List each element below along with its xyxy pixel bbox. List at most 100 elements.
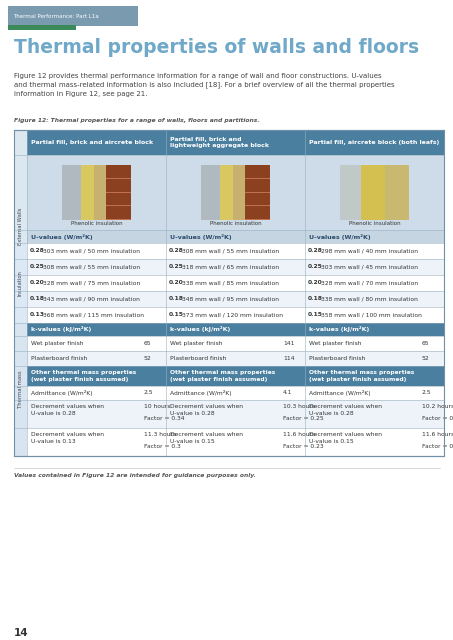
- Text: Plasterboard finish: Plasterboard finish: [170, 356, 226, 361]
- Text: U-values (W/m²K): U-values (W/m²K): [309, 234, 371, 239]
- Bar: [14, 130, 27, 323]
- Text: 0.25: 0.25: [308, 264, 323, 269]
- Text: 4.1: 4.1: [283, 390, 293, 396]
- Text: Admittance (W/m²K): Admittance (W/m²K): [31, 390, 92, 396]
- Bar: [27, 307, 166, 323]
- Bar: [62, 165, 81, 220]
- Text: 0.15: 0.15: [169, 312, 184, 317]
- Text: k-values (kJ/m²K): k-values (kJ/m²K): [31, 326, 91, 333]
- Text: 0.20: 0.20: [169, 280, 184, 285]
- Bar: [305, 259, 444, 275]
- Bar: [305, 400, 444, 428]
- Text: 0.20: 0.20: [308, 280, 323, 285]
- Text: 298 mm wall / 40 mm insulation: 298 mm wall / 40 mm insulation: [321, 248, 418, 253]
- Text: Wet plaster finish: Wet plaster finish: [309, 341, 361, 346]
- Text: 303 mm wall / 45 mm insulation: 303 mm wall / 45 mm insulation: [321, 264, 418, 269]
- Bar: [245, 178, 270, 179]
- Bar: [106, 178, 131, 179]
- Text: Plasterboard finish: Plasterboard finish: [309, 356, 365, 361]
- Text: Factor = 0.25: Factor = 0.25: [283, 416, 324, 421]
- Text: Thermal Performance: Part L1a: Thermal Performance: Part L1a: [13, 13, 99, 19]
- Bar: [27, 259, 166, 275]
- Bar: [94, 165, 106, 220]
- Bar: [14, 243, 27, 323]
- Text: Phenolic insulation: Phenolic insulation: [71, 221, 122, 226]
- Text: 11.3 hours: 11.3 hours: [144, 432, 176, 437]
- Text: Factor = 0.3: Factor = 0.3: [144, 444, 181, 449]
- Text: Admittance (W/m²K): Admittance (W/m²K): [170, 390, 231, 396]
- Text: 368 mm wall / 115 mm insulation: 368 mm wall / 115 mm insulation: [43, 312, 144, 317]
- Text: 338 mm wall / 85 mm insulation: 338 mm wall / 85 mm insulation: [182, 280, 279, 285]
- Text: Insulation: Insulation: [18, 270, 23, 296]
- Bar: [305, 366, 444, 386]
- Text: Phenolic insulation: Phenolic insulation: [349, 221, 400, 226]
- Bar: [220, 165, 233, 220]
- Text: 2.5: 2.5: [144, 390, 154, 396]
- Text: 65: 65: [422, 341, 429, 346]
- Bar: [166, 386, 305, 400]
- Text: Partial fill, brick and aircrete block: Partial fill, brick and aircrete block: [31, 140, 153, 145]
- Bar: [106, 219, 131, 220]
- Text: 10.2 hours: 10.2 hours: [422, 404, 453, 409]
- Bar: [340, 165, 361, 220]
- Text: k-values (kJ/m²K): k-values (kJ/m²K): [309, 326, 369, 333]
- Text: 358 mm wall / 100 mm insulation: 358 mm wall / 100 mm insulation: [321, 312, 422, 317]
- Bar: [106, 191, 131, 193]
- Bar: [361, 165, 385, 220]
- Text: 0.20: 0.20: [30, 280, 45, 285]
- Text: 2.5: 2.5: [422, 390, 432, 396]
- Bar: [305, 428, 444, 456]
- Text: Thermal mass: Thermal mass: [18, 371, 23, 408]
- Bar: [166, 243, 305, 259]
- Text: 0.28: 0.28: [308, 248, 323, 253]
- Text: U-values (W/m²K): U-values (W/m²K): [170, 234, 231, 239]
- Bar: [166, 351, 305, 366]
- Text: Other thermal mass properties
(wet plaster finish assumed): Other thermal mass properties (wet plast…: [309, 371, 414, 381]
- Bar: [245, 165, 270, 220]
- Bar: [305, 386, 444, 400]
- Bar: [305, 275, 444, 291]
- Text: Decrement values when
U-value is 0.15: Decrement values when U-value is 0.15: [309, 432, 382, 444]
- Bar: [27, 275, 166, 291]
- Bar: [305, 130, 444, 155]
- Text: Partial fill, aircrete block (both leafs): Partial fill, aircrete block (both leafs…: [309, 140, 439, 145]
- Text: 10 hours: 10 hours: [144, 404, 170, 409]
- Bar: [245, 205, 270, 206]
- Bar: [27, 291, 166, 307]
- Bar: [14, 323, 27, 456]
- Text: 52: 52: [144, 356, 152, 361]
- Text: Partial fill, brick and
lightweight aggregate block: Partial fill, brick and lightweight aggr…: [170, 137, 269, 148]
- Bar: [305, 243, 444, 259]
- Text: 0.25: 0.25: [30, 264, 45, 269]
- Text: Thermal properties of walls and floors: Thermal properties of walls and floors: [14, 38, 419, 57]
- Text: U-values (W/m²K): U-values (W/m²K): [31, 234, 92, 239]
- Text: Wet plaster finish: Wet plaster finish: [31, 341, 83, 346]
- Text: Decrement values when
U-value is 0.13: Decrement values when U-value is 0.13: [31, 432, 104, 444]
- Text: Values contained in Figure 12 are intended for guidance purposes only.: Values contained in Figure 12 are intend…: [14, 473, 256, 478]
- Bar: [27, 400, 166, 428]
- Text: Decrement values when
U-value is 0.15: Decrement values when U-value is 0.15: [170, 432, 243, 444]
- Text: Figure 12 provides thermal performance information for a range of wall and floor: Figure 12 provides thermal performance i…: [14, 73, 395, 97]
- Bar: [166, 275, 305, 291]
- Text: Other thermal mass properties
(wet plaster finish assumed): Other thermal mass properties (wet plast…: [31, 371, 136, 381]
- Bar: [166, 307, 305, 323]
- Bar: [233, 165, 245, 220]
- Bar: [166, 155, 305, 230]
- Bar: [27, 366, 166, 386]
- Bar: [166, 259, 305, 275]
- Bar: [27, 243, 166, 259]
- Text: 348 mm wall / 95 mm insulation: 348 mm wall / 95 mm insulation: [182, 296, 279, 301]
- Text: 338 mm wall / 80 mm insulation: 338 mm wall / 80 mm insulation: [321, 296, 418, 301]
- Text: Wet plaster finish: Wet plaster finish: [170, 341, 222, 346]
- Text: 328 mm wall / 75 mm insulation: 328 mm wall / 75 mm insulation: [43, 280, 140, 285]
- Bar: [166, 323, 305, 336]
- Text: Plasterboard finish: Plasterboard finish: [31, 356, 87, 361]
- Bar: [8, 25, 76, 30]
- Text: 65: 65: [144, 341, 152, 346]
- Bar: [245, 191, 270, 193]
- Text: 0.18: 0.18: [308, 296, 323, 301]
- Text: 0.13: 0.13: [30, 312, 45, 317]
- Text: Factor = 0.34: Factor = 0.34: [144, 416, 184, 421]
- Text: 0.25: 0.25: [169, 264, 184, 269]
- Bar: [166, 291, 305, 307]
